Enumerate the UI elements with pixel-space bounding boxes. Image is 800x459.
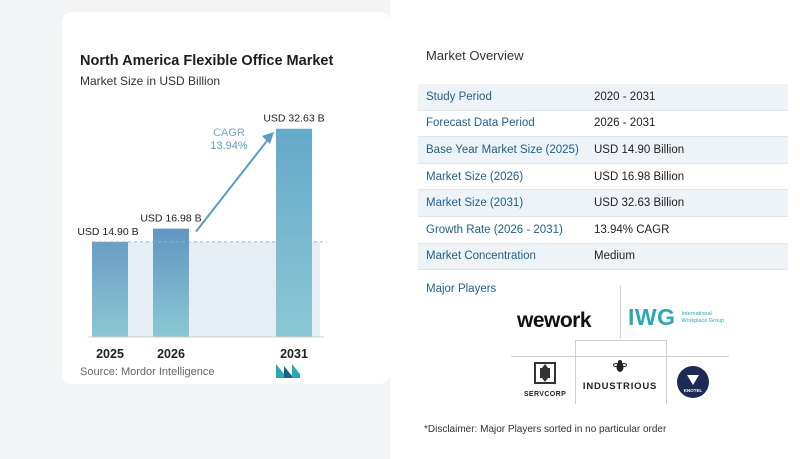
iwg-logo-subtext: International Workplace Group bbox=[681, 310, 725, 324]
mordor-logo-icon bbox=[276, 364, 300, 378]
stat-label: Forecast Data Period bbox=[426, 117, 535, 130]
source-note: Source: Mordor Intelligence bbox=[80, 366, 215, 378]
stat-label: Market Size (2031) bbox=[426, 197, 524, 210]
stat-label: Market Size (2026) bbox=[426, 170, 524, 183]
disclaimer: *Disclaimer: Major Players sorted in no … bbox=[424, 424, 667, 435]
major-players-label: Major Players bbox=[426, 283, 497, 295]
cagr-arrow-line bbox=[195, 136, 271, 233]
knotel-logo: KNOTEL bbox=[676, 365, 710, 404]
wework-logo: wework bbox=[517, 309, 592, 332]
bee-icon bbox=[613, 360, 627, 372]
industrious-logo-text: INDUSTRIOUS bbox=[582, 381, 658, 392]
x-tick-label: 2031 bbox=[280, 347, 308, 361]
market-overview-panel: Market Overview Study Period 2020 - 2031 F… bbox=[390, 0, 800, 459]
cagr-value: 13.94% bbox=[210, 140, 248, 152]
stat-row: Market Concentration Medium bbox=[418, 243, 788, 271]
knotel-emblem-icon: KNOTEL bbox=[677, 366, 709, 398]
stat-label: Base Year Market Size (2025) bbox=[426, 143, 579, 156]
stat-row: Market Size (2026) USD 16.98 Billion bbox=[418, 164, 788, 191]
stat-label: Study Period bbox=[426, 90, 492, 103]
stat-row: Market Size (2031) USD 32.63 Billion bbox=[418, 190, 788, 217]
servcorp-logo: SERVCORP bbox=[520, 362, 570, 398]
stat-value: 13.94% CAGR bbox=[594, 223, 670, 236]
overview-title: Market Overview bbox=[426, 48, 524, 63]
chart-title: North America Flexible Office Market bbox=[80, 53, 334, 69]
stat-value: USD 14.90 Billion bbox=[594, 143, 685, 156]
iwg-logo: IWG International Workplace Group bbox=[628, 304, 730, 331]
stat-row: Forecast Data Period 2026 - 2031 bbox=[418, 111, 788, 138]
bar-2025 bbox=[92, 241, 128, 337]
stat-label: Growth Rate (2026 - 2031) bbox=[426, 223, 563, 236]
servcorp-emblem-icon bbox=[534, 362, 556, 384]
stat-label: Market Concentration bbox=[426, 250, 536, 263]
chart-subtitle: Market Size in USD Billion bbox=[80, 74, 221, 88]
stat-value: Medium bbox=[594, 250, 635, 263]
stat-row: Study Period 2020 - 2031 bbox=[418, 84, 788, 111]
stat-row: Base Year Market Size (2025) USD 14.90 Bi… bbox=[418, 137, 788, 164]
stat-value: 2020 - 2031 bbox=[594, 90, 656, 103]
x-tick-label: 2025 bbox=[96, 347, 124, 361]
chart-card: North America Flexible Office Market Mar… bbox=[62, 12, 390, 384]
data-label: USD 14.90 B bbox=[77, 226, 138, 238]
data-label: USD 16.98 B bbox=[140, 213, 201, 225]
divider bbox=[575, 340, 666, 341]
bar-2026 bbox=[153, 228, 189, 337]
stat-row: Growth Rate (2026 - 2031) 13.94% CAGR bbox=[418, 217, 788, 244]
cagr-arrow-head bbox=[262, 132, 274, 144]
divider bbox=[575, 340, 576, 404]
stat-value: USD 32.63 Billion bbox=[594, 197, 685, 210]
data-label: USD 32.63 B bbox=[263, 113, 324, 125]
knotel-logo-text: KNOTEL bbox=[684, 388, 703, 393]
divider bbox=[620, 286, 621, 338]
stat-value: 2026 - 2031 bbox=[594, 117, 656, 130]
divider bbox=[511, 356, 729, 357]
servcorp-logo-text: SERVCORP bbox=[523, 391, 567, 398]
iwg-logo-text: IWG bbox=[628, 304, 676, 330]
industrious-logo: INDUSTRIOUS bbox=[580, 359, 660, 392]
stat-value: USD 16.98 Billion bbox=[594, 170, 685, 183]
divider bbox=[666, 340, 667, 404]
cagr-label: CAGR bbox=[213, 127, 245, 139]
stats-table: Study Period 2020 - 2031 Forecast Data Per… bbox=[418, 84, 788, 271]
x-tick-label: 2026 bbox=[157, 347, 185, 361]
bar-2031 bbox=[276, 128, 312, 337]
bar-chart: USD 14.90 B 2025 USD 16.98 B 2026 USD 32.63 … bbox=[77, 113, 327, 361]
